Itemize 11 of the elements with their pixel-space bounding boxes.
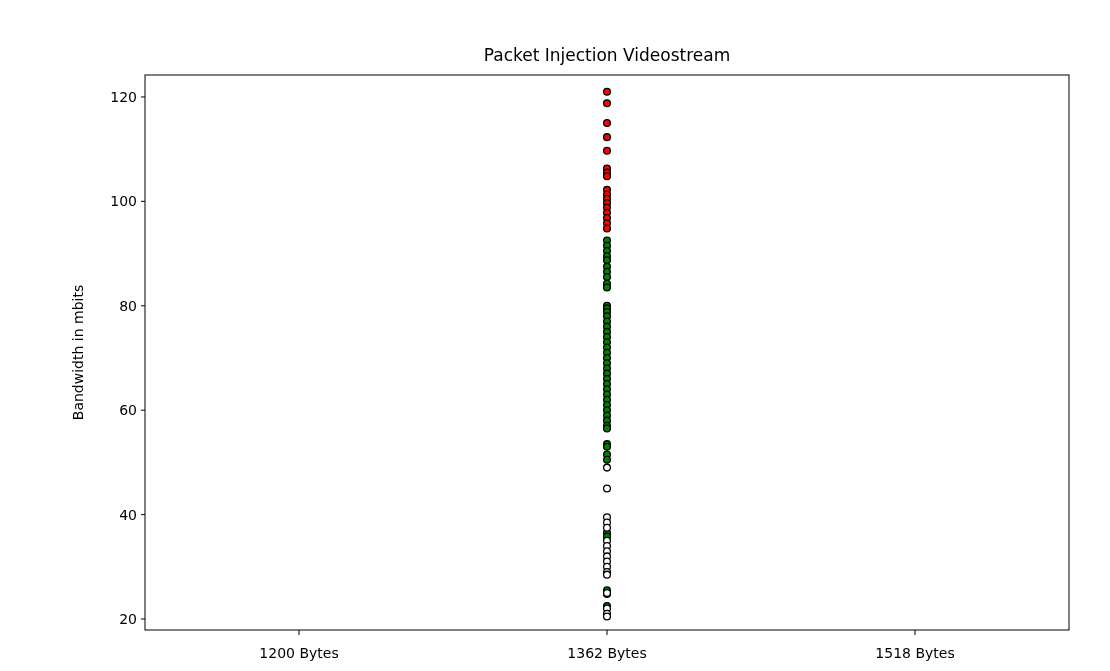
y-tick-label: 120 [110, 88, 137, 105]
chart-title: Packet Injection Videostream [483, 45, 731, 65]
y-tick-label: 100 [110, 193, 137, 210]
y-axis-title: Bandwidth in mbits [70, 284, 86, 421]
y-tick-label: 80 [119, 297, 137, 314]
y-tick-label: 40 [119, 506, 137, 523]
x-tick-label: 1362 Bytes [567, 645, 647, 661]
x-tick-label: 1200 Bytes [259, 645, 339, 661]
x-tick-label: 1518 Bytes [875, 645, 955, 661]
y-tick-label: 20 [119, 610, 137, 627]
y-tick-label: 60 [119, 402, 137, 419]
